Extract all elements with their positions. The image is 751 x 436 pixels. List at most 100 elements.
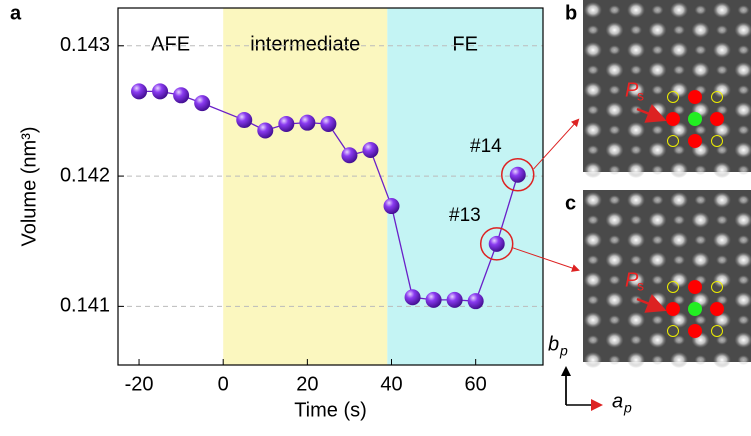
atom-column: [673, 255, 685, 265]
atom-column: [630, 335, 642, 345]
atom-column: [738, 195, 750, 205]
atom-column: [630, 255, 642, 265]
atom-column: [670, 272, 688, 288]
region-label: AFE: [151, 33, 190, 55]
atom-column: [670, 2, 688, 18]
atom-column: [584, 312, 602, 328]
atom-column: [649, 22, 667, 38]
atom-column: [609, 45, 621, 55]
region-label: intermediate: [250, 33, 360, 55]
atom-column: [652, 315, 664, 325]
atom-column: [713, 162, 731, 178]
atom-column: [584, 232, 602, 248]
atom-column: [630, 215, 642, 225]
atom-column: [692, 212, 710, 228]
atom-column: [649, 142, 667, 158]
data-point: [510, 167, 526, 183]
atom-column: [606, 252, 624, 268]
atom-column: [738, 165, 750, 175]
atom-column: [713, 2, 731, 18]
x-tick-label: 20: [296, 373, 318, 395]
atom-column: [670, 42, 688, 58]
ps-sub: s: [637, 278, 644, 294]
annotation: #14: [470, 136, 502, 157]
atom-column: [649, 212, 667, 228]
axis-arrows: [566, 372, 600, 405]
atom-column: [627, 312, 645, 328]
atom-column: [716, 65, 728, 75]
atom-column: [695, 165, 707, 175]
data-point: [299, 115, 315, 131]
atom-column: [627, 352, 645, 368]
atom-column: [738, 5, 750, 15]
atom-column: [609, 355, 621, 365]
atom-column: [695, 195, 707, 205]
ti-atom: [710, 302, 724, 316]
panel-label: a: [10, 2, 22, 24]
ti-atom: [710, 112, 724, 126]
atom-column: [652, 355, 664, 365]
atom-column: [652, 235, 664, 245]
atom-column: [673, 25, 685, 35]
y-tick-label: 0.141: [60, 295, 110, 317]
atom-column: [738, 45, 750, 55]
region: [223, 8, 387, 365]
atom-column: [627, 192, 645, 208]
atom-column: [670, 232, 688, 248]
atom-column: [716, 255, 728, 265]
atom-column: [587, 295, 599, 305]
atom-column: [606, 292, 624, 308]
panel-label: b: [565, 2, 577, 24]
atom-column: [630, 145, 642, 155]
atom-column: [609, 195, 621, 205]
atom-column: [652, 85, 664, 95]
y-tick-label: 0.142: [60, 164, 110, 186]
ti-atom: [688, 324, 702, 338]
atom-column: [606, 62, 624, 78]
atom-column: [692, 252, 710, 268]
x-tick-label: 40: [380, 373, 402, 395]
atom-column: [738, 235, 750, 245]
atom-column: [695, 315, 707, 325]
data-point: [362, 142, 378, 158]
x-axis-label: Time (s): [294, 399, 367, 421]
atom-column: [609, 125, 621, 135]
atom-column: [587, 145, 599, 155]
atom-column: [738, 85, 750, 95]
atom-column: [695, 355, 707, 365]
data-point: [152, 83, 168, 99]
data-point: [131, 83, 147, 99]
x-tick-label: -20: [125, 373, 154, 395]
data-point: [341, 147, 357, 163]
atom-column: [738, 125, 750, 135]
ti-atom: [666, 112, 680, 126]
atom-column: [609, 85, 621, 95]
atom-column: [695, 5, 707, 15]
data-point: [468, 293, 484, 309]
data-point: [489, 236, 505, 252]
atom-column: [584, 272, 602, 288]
atom-column: [652, 195, 664, 205]
atom-column: [609, 5, 621, 15]
atom-column: [652, 275, 664, 285]
atom-column: [670, 82, 688, 98]
atom-column: [649, 332, 667, 348]
data-point: [426, 292, 442, 308]
data-point: [278, 116, 294, 132]
atom-column: [609, 165, 621, 175]
atom-column: [652, 125, 664, 135]
center-atom: [688, 112, 702, 126]
data-point: [236, 112, 252, 128]
data-point: [384, 198, 400, 214]
atom-column: [713, 352, 731, 368]
x-tick-label: 60: [465, 373, 487, 395]
axis-main: b: [548, 333, 559, 355]
axis-main: a: [612, 390, 623, 412]
atom-column: [609, 275, 621, 285]
atom-column: [649, 62, 667, 78]
atom-column: [630, 65, 642, 75]
atom-column: [584, 2, 602, 18]
region: [118, 8, 223, 365]
atom-column: [652, 45, 664, 55]
atom-column: [670, 162, 688, 178]
